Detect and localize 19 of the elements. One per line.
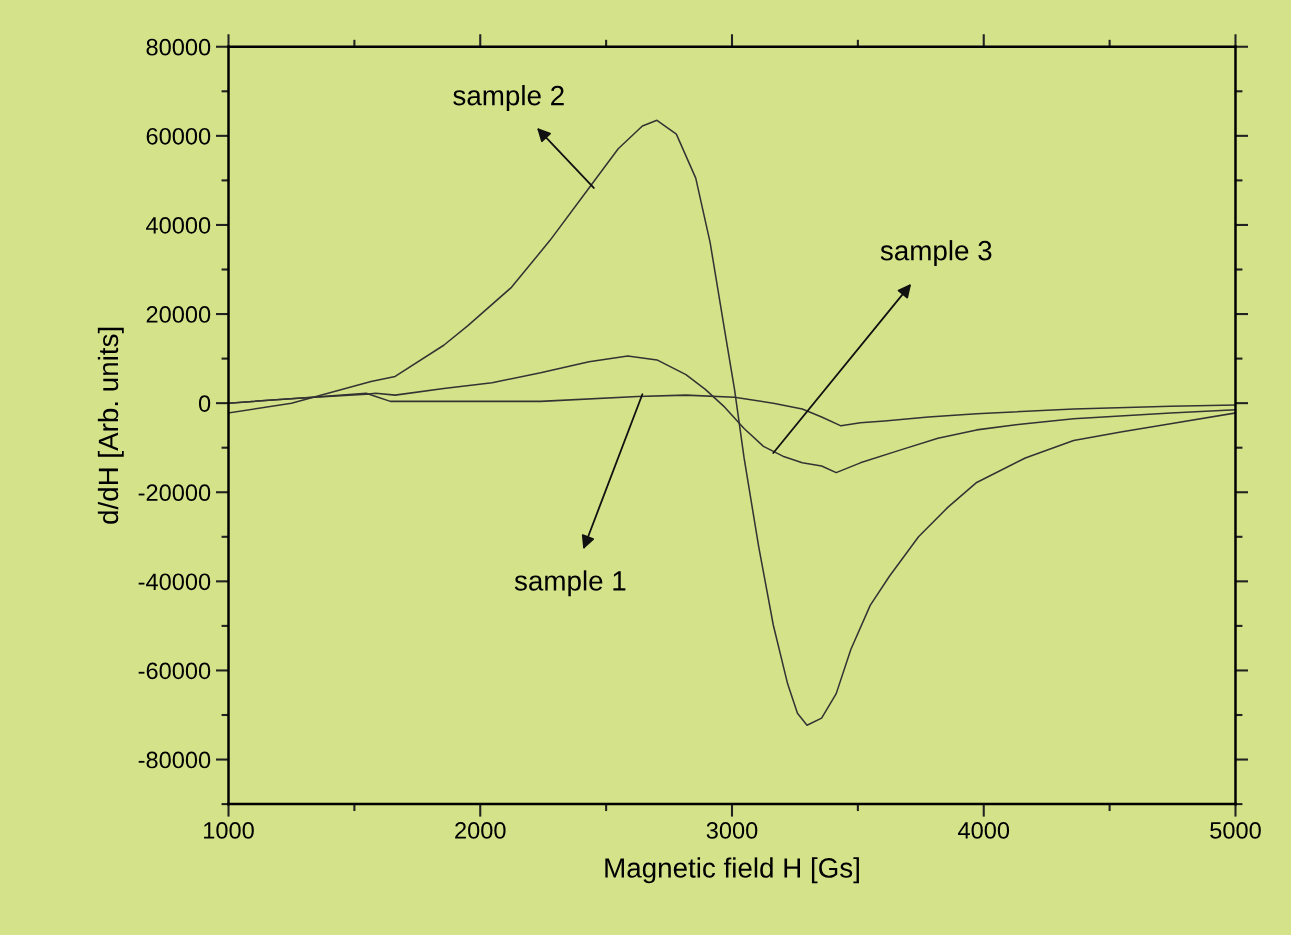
y-tick-label: 20000 (146, 306, 211, 323)
annotation: sample 3 (880, 240, 992, 266)
y-tick-label: 0 (198, 395, 211, 412)
y-tick-label: 40000 (146, 217, 211, 234)
x-axis-title: Magnetic field H [Gs] (605, 857, 859, 884)
x-tick-label: 1000 (204, 822, 254, 839)
y-tick-label: 60000 (146, 127, 211, 145)
x-tick-label: 2000 (455, 822, 506, 839)
annotation: sample 2 (453, 85, 564, 111)
y-axis-title: d/dH [Arb. units] (97, 327, 124, 524)
y-tick-label: -60000 (138, 662, 211, 680)
x-tick-label: 3000 (706, 822, 758, 839)
y-tick-label: -40000 (138, 573, 211, 591)
y-tick-label: -20000 (138, 484, 211, 502)
y-tick-label: -80000 (138, 751, 211, 769)
x-tick-label: 4000 (958, 822, 1010, 839)
y-tick-label: 80000 (146, 38, 211, 56)
annotation: sample 1 (514, 570, 626, 597)
x-tick-label: 5000 (1210, 822, 1261, 839)
